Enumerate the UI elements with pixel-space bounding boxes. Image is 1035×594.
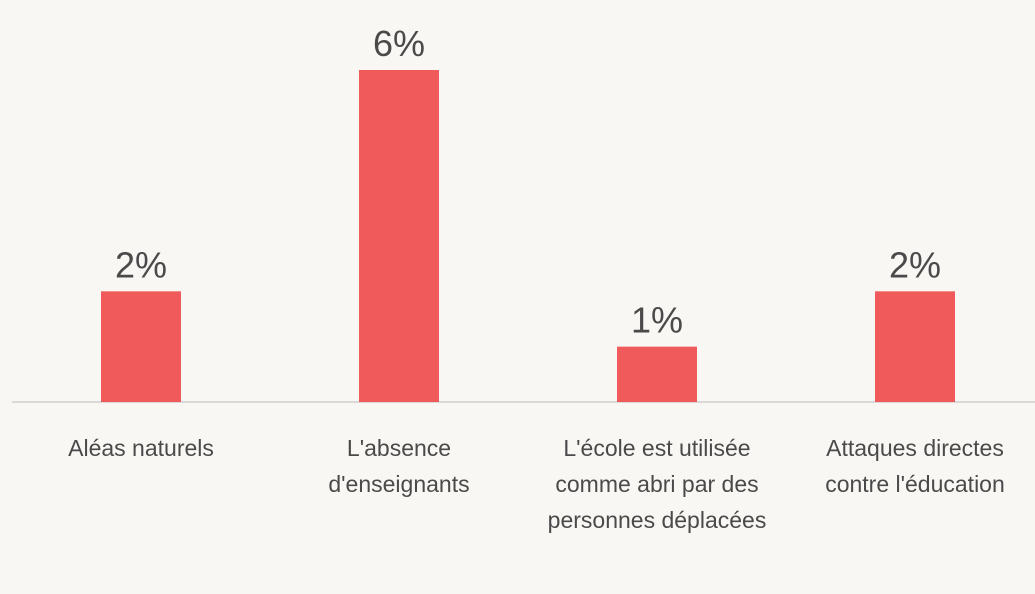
x-tick-label: L'école est utilisée comme abri par des … xyxy=(547,435,767,533)
value-label: 1% xyxy=(631,300,683,341)
x-tick-label: Aléas naturels xyxy=(68,435,214,461)
bar xyxy=(617,346,697,402)
x-tick-label: Attaques directes contre l'éducation xyxy=(825,435,1005,497)
value-label: 6% xyxy=(373,23,425,64)
bar xyxy=(359,70,439,402)
bar xyxy=(875,291,955,402)
value-label: 2% xyxy=(889,244,941,285)
bar xyxy=(101,291,181,402)
x-tick-label: L'absence d'enseignants xyxy=(328,435,470,497)
value-label: 2% xyxy=(115,244,167,285)
